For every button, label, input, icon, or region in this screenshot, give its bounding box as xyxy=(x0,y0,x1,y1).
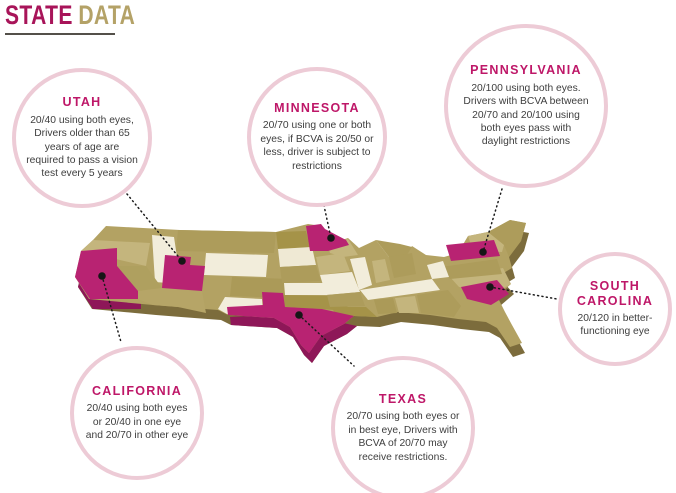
south-carolina-state-label: SOUTH CAROLINA xyxy=(576,279,654,308)
south-carolina-callout-bubble: SOUTH CAROLINA 20/120 in better-function… xyxy=(558,252,672,366)
title-underline xyxy=(5,33,115,35)
pennsylvania-callout-bubble: PENNSYLVANIA 20/100 using both eyes. Dri… xyxy=(444,24,608,188)
minnesota-detail-text: 20/70 using one or both eyes, if BCVA is… xyxy=(260,120,374,172)
texas-state-shape xyxy=(227,292,354,353)
pennsylvania-detail-text: 20/100 using both eyes. Drivers with BCV… xyxy=(463,82,589,148)
south-carolina-detail-text: 20/120 in better-functioning eye xyxy=(577,313,653,338)
california-state-shape xyxy=(75,248,138,299)
california-state-label: CALIFORNIA xyxy=(91,383,183,398)
texas-detail-text: 20/70 using both eyes or in best eye, Dr… xyxy=(346,411,460,463)
minnesota-state-label: MINNESOTA xyxy=(274,101,360,116)
pennsylvania-state-label: PENNSYLVANIA xyxy=(470,63,582,78)
utah-detail-text: 20/40 using both eyes, Drivers older tha… xyxy=(26,114,138,180)
utah-state-label: UTAH xyxy=(62,95,102,110)
utah-state-shape xyxy=(162,255,205,291)
california-detail-text: 20/40 using both eyes or 20/40 in one ey… xyxy=(85,403,189,441)
texas-state-label: TEXAS xyxy=(378,392,428,407)
title-secondary: DATA xyxy=(78,0,136,30)
utah-callout-bubble: UTAH 20/40 using both eyes, Drivers olde… xyxy=(12,68,152,208)
page-title: STATE DATA xyxy=(5,0,135,31)
title-primary: STATE xyxy=(5,0,73,30)
texas-callout-bubble: TEXAS 20/70 using both eyes or in best e… xyxy=(331,356,475,493)
minnesota-callout-bubble: MINNESOTA 20/70 using one or both eyes, … xyxy=(247,67,387,207)
california-callout-bubble: CALIFORNIA 20/40 using both eyes or 20/4… xyxy=(70,346,204,480)
